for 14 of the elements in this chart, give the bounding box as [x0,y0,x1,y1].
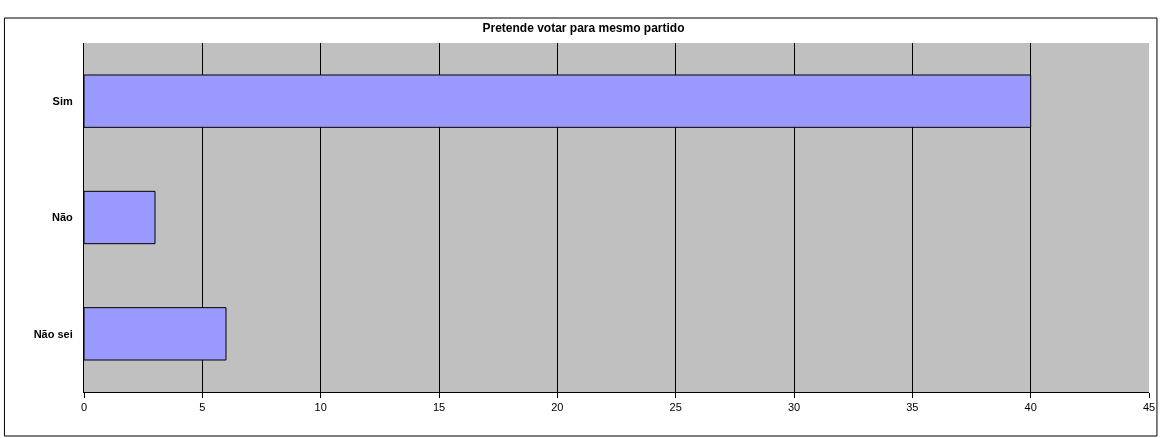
x-tick-label: 5 [199,401,206,414]
x-tick-label: 35 [906,401,919,414]
x-tick-label: 20 [551,401,564,414]
x-tick-label: 40 [1024,401,1037,414]
y-tick-label: Sim [52,95,74,108]
x-tick-label: 30 [787,401,801,414]
y-tick-label: Não [52,211,74,224]
x-tick-label: 15 [432,401,446,414]
x-tick-label: 0 [80,401,88,414]
x-tick-label: 25 [669,401,682,414]
x-tick-label: 45 [1142,401,1156,414]
chart-title: Pretende votar para mesmo partido [482,21,685,36]
x-tick-label: 10 [314,401,327,414]
y-tick-label: Não sei [33,327,73,340]
